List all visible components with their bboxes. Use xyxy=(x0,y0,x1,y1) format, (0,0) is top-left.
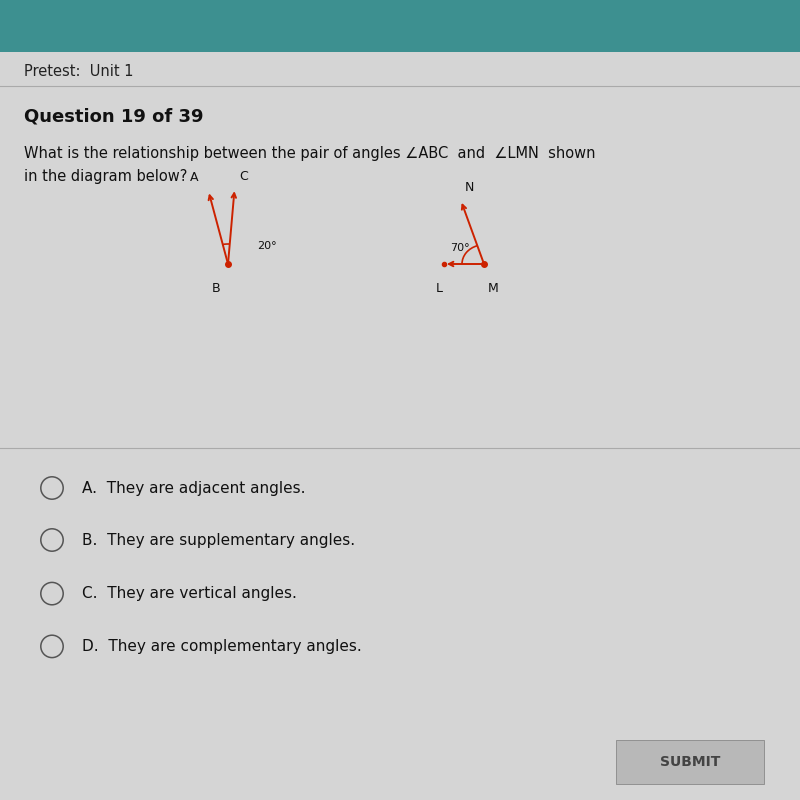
Text: 20°: 20° xyxy=(257,242,277,251)
FancyBboxPatch shape xyxy=(0,0,800,52)
Text: 70°: 70° xyxy=(450,243,470,253)
Text: Question 19 of 39: Question 19 of 39 xyxy=(24,107,203,125)
FancyBboxPatch shape xyxy=(616,740,764,784)
Text: SUBMIT: SUBMIT xyxy=(660,755,721,770)
Text: Pretest:  Unit 1: Pretest: Unit 1 xyxy=(24,65,134,79)
Text: C: C xyxy=(239,170,248,183)
Text: D.  They are complementary angles.: D. They are complementary angles. xyxy=(82,639,362,654)
Text: M: M xyxy=(488,282,499,294)
Text: in the diagram below?: in the diagram below? xyxy=(24,169,187,183)
Text: L: L xyxy=(436,282,442,294)
Text: A: A xyxy=(190,171,198,184)
Text: B.  They are supplementary angles.: B. They are supplementary angles. xyxy=(82,533,355,547)
Text: C.  They are vertical angles.: C. They are vertical angles. xyxy=(82,586,298,601)
Text: What is the relationship between the pair of angles ∠ABC  and  ∠LMN  shown: What is the relationship between the pai… xyxy=(24,146,595,161)
Text: A.  They are adjacent angles.: A. They are adjacent angles. xyxy=(82,481,306,495)
Text: N: N xyxy=(465,181,474,194)
Text: B: B xyxy=(212,282,220,294)
